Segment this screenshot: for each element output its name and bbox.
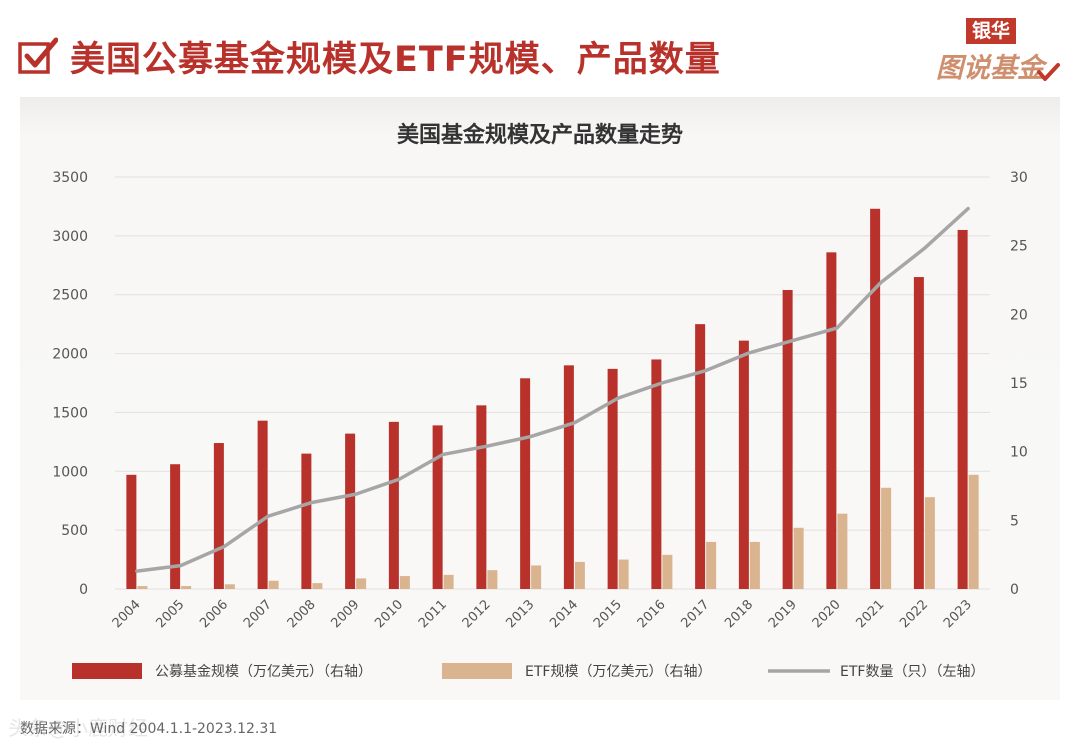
bar-etf-2014 <box>574 561 585 589</box>
x-axis-tick: 2008 <box>285 597 319 631</box>
legend-label-etf: ETF规模（万亿美元）（右轴） <box>525 664 711 680</box>
x-axis-tick: 2019 <box>766 597 800 631</box>
x-axis-tick: 2013 <box>503 597 537 631</box>
chart: 美国基金规模及产品数量走势 0 500 1000 1500 2000 2500 3000 350… <box>52 122 1028 680</box>
bar-fund-2010 <box>388 421 399 589</box>
bar-fund-2009 <box>345 433 356 589</box>
bar-fund-2023 <box>957 229 968 589</box>
x-axis-tick: 2016 <box>635 597 669 631</box>
x-axis-tick: 2021 <box>853 597 887 631</box>
left-axis-tick: 2000 <box>52 347 88 363</box>
bar-etf-2006 <box>224 584 235 589</box>
left-axis-tick: 0 <box>79 582 88 598</box>
left-axis-tick: 1000 <box>52 464 88 480</box>
x-axis-tick: 2022 <box>897 597 931 631</box>
bar-etf-2013 <box>531 565 542 589</box>
bar-etf-2012 <box>487 570 498 589</box>
bar-fund-2016 <box>651 359 662 589</box>
bar-fund-2018 <box>738 340 749 589</box>
left-axis-tick: 3000 <box>52 229 88 245</box>
right-axis-tick: 0 <box>1010 582 1019 598</box>
bar-fund-2007 <box>257 420 268 589</box>
right-axis-tick: 5 <box>1010 513 1019 529</box>
chart-panel: 美国基金规模及产品数量走势 0 500 1000 1500 2000 2500 3000 350… <box>20 97 1060 700</box>
bar-etf-2004 <box>137 586 148 589</box>
bar-etf-2021 <box>881 487 892 589</box>
bar-etf-2008 <box>312 583 323 589</box>
line-etf-count <box>135 206 970 573</box>
bar-fund-2011 <box>432 425 443 589</box>
bar-fund-2020 <box>826 252 837 589</box>
x-axis-tick: 2011 <box>416 597 450 631</box>
x-axis-tick: 2014 <box>547 597 581 631</box>
x-axis-tick: 2018 <box>722 597 756 631</box>
bar-etf-2022 <box>924 497 935 589</box>
bar-etf-2019 <box>793 527 804 589</box>
bar-etf-2009 <box>356 578 367 589</box>
left-axis-tick: 2500 <box>52 288 88 304</box>
x-axis-tick: 2010 <box>372 597 406 631</box>
bar-fund-2017 <box>695 324 706 589</box>
x-axis-tick: 2012 <box>460 597 494 631</box>
bar-fund-2004 <box>126 474 137 589</box>
checkbox-icon <box>18 37 58 74</box>
right-axis-tick: 15 <box>1010 376 1028 392</box>
x-axis-tick: 2005 <box>153 597 187 631</box>
bar-etf-2005 <box>181 586 192 589</box>
left-axis-tick: 500 <box>61 523 88 539</box>
bar-fund-2022 <box>913 277 924 589</box>
bar-fund-2021 <box>870 208 881 589</box>
bar-etf-2018 <box>749 541 760 589</box>
legend-swatch-etf <box>442 663 512 679</box>
bar-etf-2016 <box>662 554 673 589</box>
legend-label-fund: 公募基金规模（万亿美元）（右轴） <box>155 663 372 680</box>
bar-fund-2019 <box>782 290 793 589</box>
right-axis-tick: 25 <box>1010 239 1028 255</box>
left-axis-tick: 1500 <box>52 405 88 421</box>
bar-etf-2011 <box>443 574 454 589</box>
right-axis-tick: 30 <box>1010 170 1028 186</box>
x-axis-tick: 2023 <box>941 597 975 631</box>
chart-title: 美国基金规模及产品数量走势 <box>397 122 683 148</box>
bar-fund-2012 <box>476 405 487 589</box>
bar-etf-2017 <box>706 541 717 589</box>
brand-tagline: 图说基金 <box>936 53 1044 84</box>
page-title: 美国公募基金规模及ETF规模、产品数量 <box>70 40 721 80</box>
legend-swatch-fund <box>72 663 142 679</box>
bar-fund-2013 <box>520 378 531 589</box>
brand-name: 银华 <box>966 18 1017 44</box>
bar-fund-2015 <box>607 368 618 589</box>
brand-logo: 银华 图说基金 <box>932 16 1064 86</box>
bar-fund-2006 <box>213 443 224 589</box>
bar-fund-2005 <box>170 464 181 589</box>
x-axis-tick: 2007 <box>241 597 275 631</box>
source-note: 数据来源：Wind 2004.1.1-2023.12.31 <box>20 721 278 737</box>
bar-etf-2020 <box>837 513 848 589</box>
brand-check-icon <box>1037 63 1060 81</box>
x-axis-tick: 2015 <box>591 597 625 631</box>
legend-label-etf-count: ETF数量（只）（左轴） <box>840 664 984 680</box>
right-axis-tick: 20 <box>1010 307 1028 323</box>
bar-fund-2014 <box>563 365 574 589</box>
bar-etf-2007 <box>268 580 279 589</box>
bar-etf-2015 <box>618 559 629 589</box>
bar-etf-2010 <box>399 576 410 589</box>
left-axis-tick: 3500 <box>52 170 88 186</box>
bar-etf-2023 <box>968 474 979 589</box>
right-axis-tick: 10 <box>1010 445 1028 461</box>
x-axis-tick: 2009 <box>328 597 362 631</box>
x-axis-tick: 2020 <box>810 597 844 631</box>
x-axis-tick: 2017 <box>678 597 712 631</box>
bar-fund-2008 <box>301 453 312 589</box>
x-axis-tick: 2004 <box>110 597 144 631</box>
x-axis-tick: 2006 <box>197 597 231 631</box>
